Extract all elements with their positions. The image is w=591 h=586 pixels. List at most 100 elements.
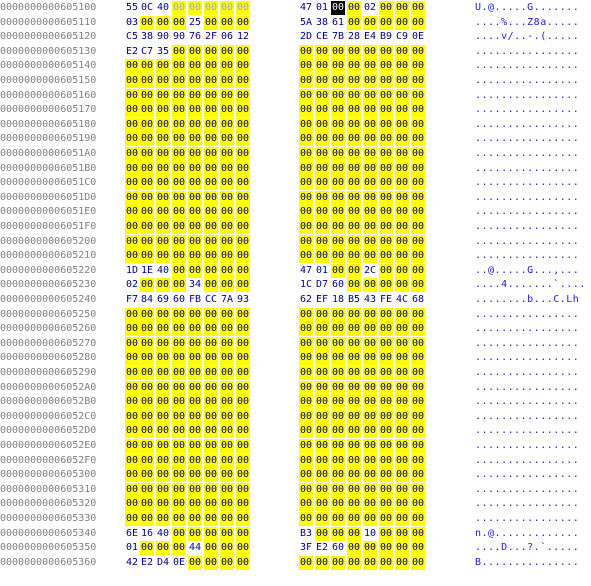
hex-byte[interactable]: 00 <box>395 234 409 249</box>
hex-byte[interactable]: 00 <box>125 366 139 380</box>
hex-byte[interactable]: 00 <box>411 117 425 132</box>
ascii-text[interactable]: ................ <box>475 440 580 451</box>
hex-byte[interactable]: 00 <box>125 161 139 176</box>
hex-byte[interactable]: 00 <box>156 249 170 264</box>
hex-byte[interactable]: 00 <box>379 439 393 453</box>
hex-byte[interactable]: 00 <box>331 453 345 468</box>
hex-byte[interactable]: 00 <box>411 424 425 439</box>
hex-byte[interactable]: 00 <box>411 497 425 512</box>
hex-byte[interactable]: 00 <box>204 132 218 147</box>
hex-byte[interactable]: 00 <box>331 74 345 88</box>
hex-byte[interactable]: 00 <box>236 44 250 59</box>
hex-byte[interactable]: 00 <box>315 439 329 453</box>
hex-byte[interactable]: 00 <box>299 59 313 74</box>
hex-byte[interactable]: 00 <box>379 117 393 132</box>
hex-byte[interactable]: 00 <box>395 322 409 337</box>
hex-byte[interactable]: 00 <box>172 205 186 220</box>
hex-byte[interactable]: 00 <box>411 220 425 234</box>
hex-byte[interactable]: 7B <box>331 31 345 43</box>
hex-byte[interactable]: 00 <box>299 220 313 234</box>
hex-byte[interactable]: 00 <box>315 366 329 380</box>
hex-byte[interactable]: 00 <box>331 424 345 439</box>
hex-byte[interactable]: 00 <box>411 307 425 322</box>
hex-byte[interactable]: 00 <box>204 161 218 176</box>
hex-byte[interactable]: 00 <box>347 147 361 161</box>
hex-byte[interactable]: 34 <box>188 279 202 291</box>
hex-byte[interactable]: 00 <box>204 322 218 337</box>
hex-byte[interactable]: 00 <box>411 44 425 59</box>
hex-byte[interactable]: 00 <box>347 44 361 59</box>
hex-byte[interactable]: 00 <box>140 161 154 176</box>
hex-byte[interactable]: 00 <box>188 439 202 453</box>
hex-byte[interactable]: 00 <box>347 234 361 249</box>
hex-byte[interactable]: 00 <box>315 103 329 118</box>
hex-byte[interactable]: 00 <box>156 88 170 103</box>
hex-byte[interactable]: 00 <box>299 74 313 88</box>
hex-byte[interactable]: 00 <box>220 424 234 439</box>
hex-byte[interactable]: 00 <box>331 117 345 132</box>
hex-byte[interactable]: 00 <box>125 468 139 483</box>
ascii-text[interactable]: ................ <box>475 323 580 335</box>
hex-byte[interactable]: 00 <box>379 307 393 322</box>
hex-byte[interactable]: 00 <box>125 497 139 512</box>
hex-byte[interactable]: 00 <box>315 132 329 147</box>
ascii-text[interactable]: ................ <box>475 410 580 422</box>
hex-byte[interactable]: 47 <box>299 2 313 13</box>
hex-byte[interactable]: 00 <box>331 409 345 424</box>
hex-byte[interactable]: 00 <box>220 132 234 147</box>
hex-byte[interactable]: 00 <box>236 497 250 512</box>
hex-byte[interactable]: 00 <box>125 176 139 191</box>
hex-byte[interactable]: 00 <box>315 176 329 191</box>
hex-byte[interactable]: 00 <box>125 336 139 351</box>
hex-byte[interactable]: 00 <box>140 117 154 132</box>
hex-byte[interactable]: 00 <box>188 103 202 118</box>
hex-byte[interactable]: 00 <box>188 205 202 220</box>
hex-byte[interactable]: 00 <box>395 380 409 395</box>
hex-byte[interactable]: 00 <box>204 307 218 322</box>
hex-byte[interactable]: 00 <box>140 366 154 380</box>
hex-byte[interactable]: 00 <box>299 307 313 322</box>
ascii-text[interactable]: ................ <box>475 89 580 101</box>
hex-byte[interactable]: 02 <box>363 2 377 13</box>
hex-byte[interactable]: 00 <box>125 205 139 220</box>
hex-byte[interactable]: 00 <box>188 161 202 176</box>
hex-byte[interactable]: 00 <box>188 424 202 439</box>
hex-byte[interactable]: 00 <box>172 15 186 30</box>
hex-byte[interactable]: 00 <box>347 190 361 205</box>
hex-byte[interactable]: 00 <box>236 555 250 570</box>
hex-byte[interactable]: 00 <box>299 380 313 395</box>
hex-byte[interactable]: 1D <box>125 264 139 276</box>
hex-byte[interactable]: 00 <box>379 190 393 205</box>
hex-byte[interactable]: E2 <box>315 542 329 554</box>
hex-byte[interactable]: 00 <box>220 555 234 570</box>
hex-byte[interactable]: 00 <box>156 482 170 497</box>
hex-byte[interactable]: 00 <box>188 409 202 424</box>
hex-byte[interactable]: 00 <box>411 147 425 161</box>
hex-byte[interactable]: 00 <box>172 409 186 424</box>
hex-byte[interactable]: 00 <box>125 439 139 453</box>
hex-byte[interactable]: 00 <box>363 249 377 264</box>
ascii-text[interactable]: ................ <box>475 235 580 247</box>
hex-byte[interactable]: 00 <box>172 526 186 541</box>
ascii-text[interactable]: ................ <box>475 104 580 116</box>
hex-byte[interactable]: 00 <box>125 234 139 249</box>
hex-byte[interactable]: 00 <box>204 278 218 293</box>
hex-byte[interactable]: 00 <box>236 424 250 439</box>
hex-byte[interactable]: 00 <box>125 190 139 205</box>
hex-byte[interactable]: 00 <box>140 205 154 220</box>
hex-byte[interactable]: 00 <box>395 1 409 15</box>
hex-byte[interactable]: 00 <box>172 161 186 176</box>
hex-byte[interactable]: 1C <box>299 279 313 291</box>
hex-byte[interactable]: 12 <box>236 31 250 43</box>
hex-byte[interactable]: 00 <box>204 15 218 30</box>
hex-byte[interactable]: 4C <box>395 294 409 305</box>
hex-byte[interactable]: 2D <box>299 31 313 43</box>
hex-byte[interactable]: 00 <box>188 526 202 541</box>
hex-byte[interactable]: 00 <box>363 74 377 88</box>
hex-byte[interactable]: 00 <box>395 555 409 570</box>
hex-byte[interactable]: 00 <box>140 147 154 161</box>
hex-byte[interactable]: 00 <box>411 103 425 118</box>
hex-byte[interactable]: 47 <box>299 264 313 276</box>
hex-byte[interactable]: 00 <box>347 103 361 118</box>
